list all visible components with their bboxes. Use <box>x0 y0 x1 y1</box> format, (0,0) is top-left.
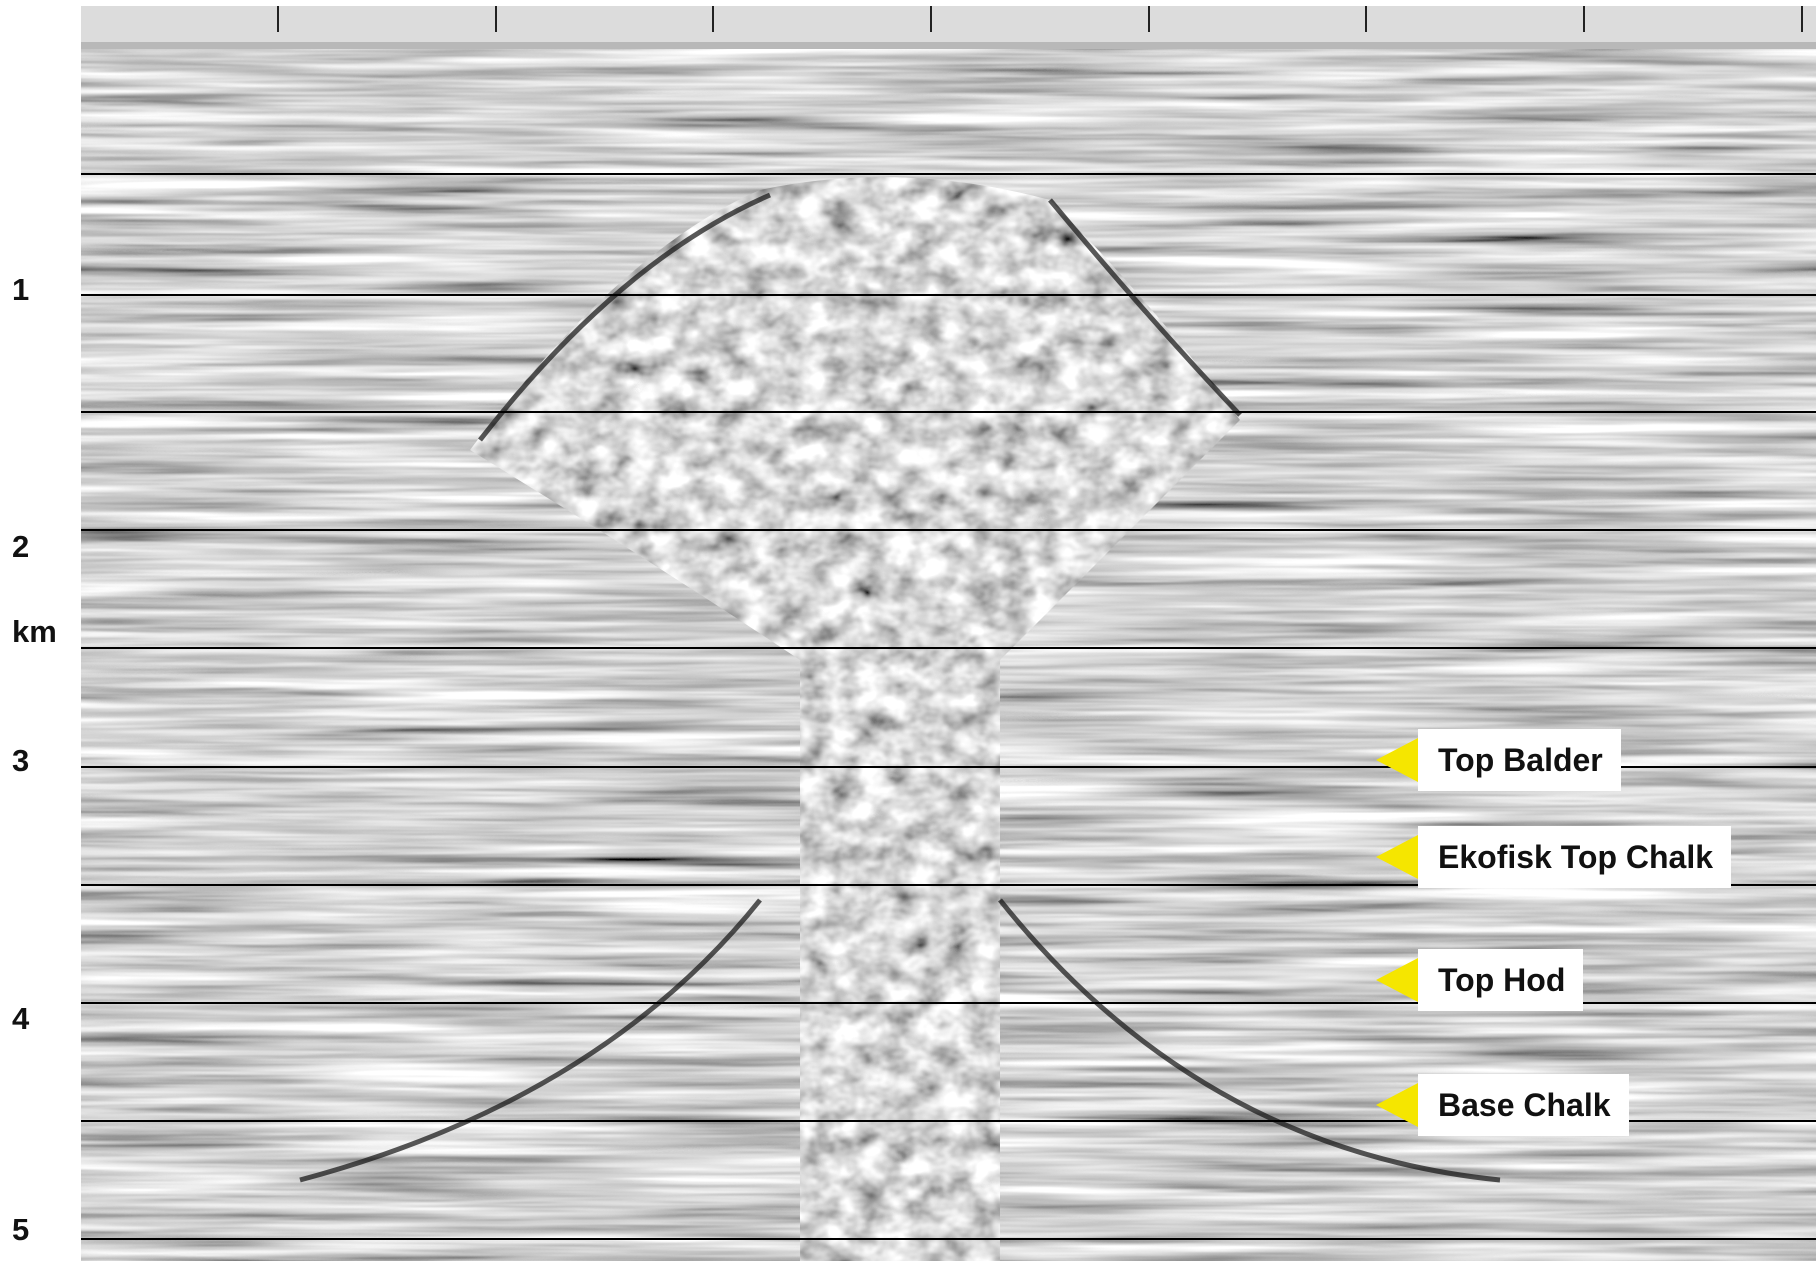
depth-tick-label: 2 <box>12 529 30 564</box>
top-ruler <box>81 6 1816 42</box>
horizon-marker: Top Hod <box>1376 949 1584 1011</box>
depth-tick-label: 5 <box>12 1212 30 1247</box>
dome-flanks <box>299 192 1501 1183</box>
depth-grid <box>81 173 1816 1240</box>
horizon-label: Base Chalk <box>1418 1074 1629 1136</box>
ruler-edge <box>81 42 1816 49</box>
horizon-marker: Top Balder <box>1376 729 1621 791</box>
marker-arrow <box>1376 835 1418 879</box>
depth-tick-label: 4 <box>12 1001 30 1036</box>
depth-tick-label: 3 <box>12 743 30 778</box>
marker-arrow <box>1376 738 1418 782</box>
horizon-label: Top Balder <box>1418 729 1621 791</box>
depth-tick-label: 1 <box>12 272 30 307</box>
horizon-label: Ekofisk Top Chalk <box>1418 826 1732 888</box>
marker-arrow <box>1376 1083 1418 1127</box>
horizon-marker: Base Chalk <box>1376 1074 1629 1136</box>
depth-unit: km <box>12 614 57 649</box>
marker-arrow <box>1376 958 1418 1002</box>
horizon-label: Top Hod <box>1418 949 1584 1011</box>
ruler-ticks <box>277 6 1803 32</box>
horizon-marker: Ekofisk Top Chalk <box>1376 826 1732 888</box>
